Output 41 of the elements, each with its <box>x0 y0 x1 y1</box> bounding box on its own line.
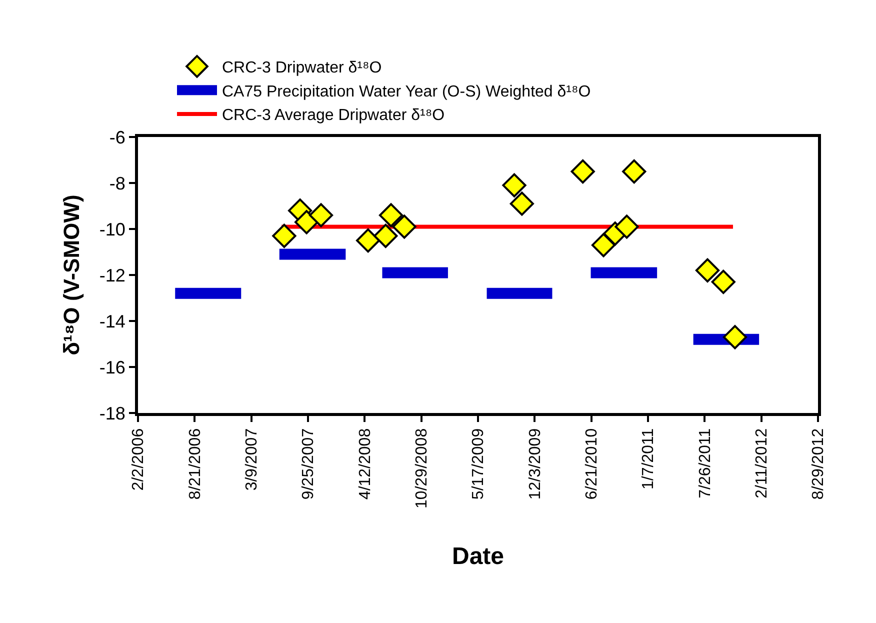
point <box>502 173 526 198</box>
y-tick-label: -16 <box>99 357 126 378</box>
legend-label: CRC-3 Dripwater δ¹⁸O <box>222 60 382 77</box>
point <box>614 214 639 239</box>
x-tick-label: 7/26/2011 <box>696 428 714 498</box>
y-tick-label: -14 <box>99 311 126 332</box>
legend-label: CA75 Precipitation Water Year (O-S) Weighted δ¹⁸O <box>222 83 591 100</box>
x-tick-label: 2/2/2006 <box>130 428 148 491</box>
x-tick-label: 2/11/2012 <box>754 428 771 498</box>
point <box>392 214 416 239</box>
point <box>510 192 534 216</box>
x-tick-label: 1/7/2011 <box>640 428 658 490</box>
point <box>356 228 380 253</box>
point <box>622 159 646 184</box>
point <box>272 224 296 248</box>
x-tick-label: 9/25/2007 <box>300 428 318 500</box>
x-tick-label: 10/29/2008 <box>414 428 431 508</box>
x-tick-label: 12/3/2009 <box>526 428 544 500</box>
y-tick-label: -18 <box>99 403 126 424</box>
point <box>294 210 319 234</box>
point <box>591 233 616 258</box>
point <box>711 270 736 294</box>
x-axis-title: Date <box>452 542 504 570</box>
point <box>308 203 334 228</box>
y-tick-label: -10 <box>99 219 126 240</box>
point <box>378 203 404 228</box>
point <box>374 224 398 248</box>
point <box>695 258 720 282</box>
x-tick-label: 8/21/2006 <box>186 428 204 500</box>
y-tick-label: -6 <box>109 127 126 148</box>
x-tick-label: 4/12/2008 <box>356 428 374 500</box>
x-tick-label: 3/9/2007 <box>244 428 261 491</box>
point <box>722 325 748 350</box>
y-axis-title: δ¹⁸O (V-SMOW) <box>59 194 84 356</box>
x-tick-label: 6/21/2010 <box>584 428 601 500</box>
y-tick-label: -12 <box>99 265 126 286</box>
x-tick-label: 8/29/2012 <box>810 428 828 500</box>
y-tick-label: -8 <box>109 173 126 194</box>
legend-label: CRC-3 Average Dripwater δ¹⁸O <box>222 107 445 124</box>
x-tick-label: 5/17/2009 <box>470 428 488 500</box>
point <box>570 159 595 184</box>
